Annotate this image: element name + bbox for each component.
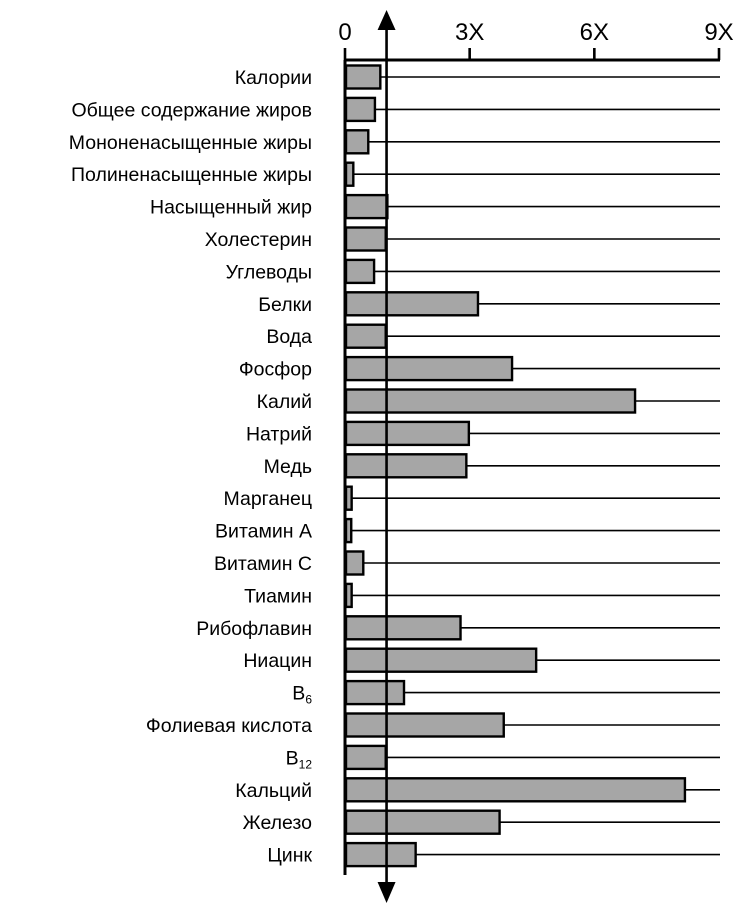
category-label: Общее содержание жиров	[71, 99, 312, 121]
category-label: Углеводы	[226, 261, 312, 283]
category-label-subscript: 12	[299, 757, 313, 771]
bar	[344, 96, 377, 123]
category-label: Фосфор	[239, 359, 312, 381]
bar	[344, 517, 353, 544]
bar	[344, 453, 468, 479]
bar	[344, 323, 387, 349]
bar	[344, 841, 417, 868]
bar	[344, 388, 637, 414]
category-label: Белки	[258, 294, 312, 316]
category-label: Калории	[235, 67, 312, 89]
category-label: Витамин C	[214, 553, 312, 575]
bar	[344, 744, 387, 771]
bar	[344, 420, 471, 447]
bar	[344, 485, 353, 511]
category-label: Насыщенный жир	[150, 197, 312, 219]
bar	[344, 809, 501, 835]
category-label: B6	[292, 683, 312, 707]
reference-arrow-up-icon	[377, 10, 396, 30]
bar	[344, 129, 370, 155]
x-tick-label: 3X	[455, 19, 484, 46]
reference-arrow-down-icon	[377, 882, 396, 903]
bar	[344, 777, 687, 803]
x-tick-label: 6X	[580, 19, 609, 46]
category-label: Мононенасыщенные жиры	[69, 132, 312, 154]
category-label: Цинк	[267, 845, 312, 867]
category-label: Полиненасыщенные жиры	[71, 164, 312, 186]
chart-rows: Калории Общее содержание жиров Мононенасыщ…	[69, 64, 720, 868]
x-tick-label: 9X	[704, 19, 733, 46]
category-label: Железо	[243, 812, 312, 834]
bar	[344, 582, 353, 609]
bar	[344, 647, 538, 673]
category-label: Фолиевая кислота	[146, 715, 312, 737]
bar	[344, 712, 505, 738]
category-label: Ниацин	[243, 650, 312, 672]
category-label: B12	[286, 747, 313, 771]
category-label: Тиамин	[244, 585, 312, 607]
bar	[344, 679, 406, 706]
axes: 0 3X 6X 9X	[338, 19, 734, 875]
category-label-subscript: 6	[305, 693, 312, 707]
bar	[344, 64, 382, 90]
bar	[344, 550, 365, 576]
bar	[344, 161, 355, 187]
category-label: Витамин A	[215, 521, 312, 543]
category-label: Натрий	[246, 423, 312, 445]
bar	[344, 226, 387, 252]
reference-line-group	[377, 10, 396, 903]
category-label: Холестерин	[205, 229, 312, 251]
x-tick-label: 0	[338, 19, 351, 46]
bar	[344, 355, 514, 382]
bar	[344, 615, 462, 641]
bar	[344, 291, 480, 317]
category-label: Медь	[264, 456, 312, 478]
category-label: Рибофлавин	[196, 618, 312, 640]
category-label: Марганец	[224, 488, 312, 510]
category-label: Вода	[266, 326, 312, 348]
bar	[344, 193, 389, 220]
bar	[344, 258, 376, 285]
category-label: Калий	[257, 391, 312, 413]
category-label: Кальций	[235, 780, 312, 802]
